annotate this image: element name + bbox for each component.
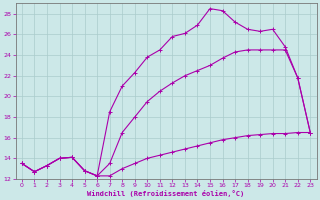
X-axis label: Windchill (Refroidissement éolien,°C): Windchill (Refroidissement éolien,°C) xyxy=(87,190,245,197)
